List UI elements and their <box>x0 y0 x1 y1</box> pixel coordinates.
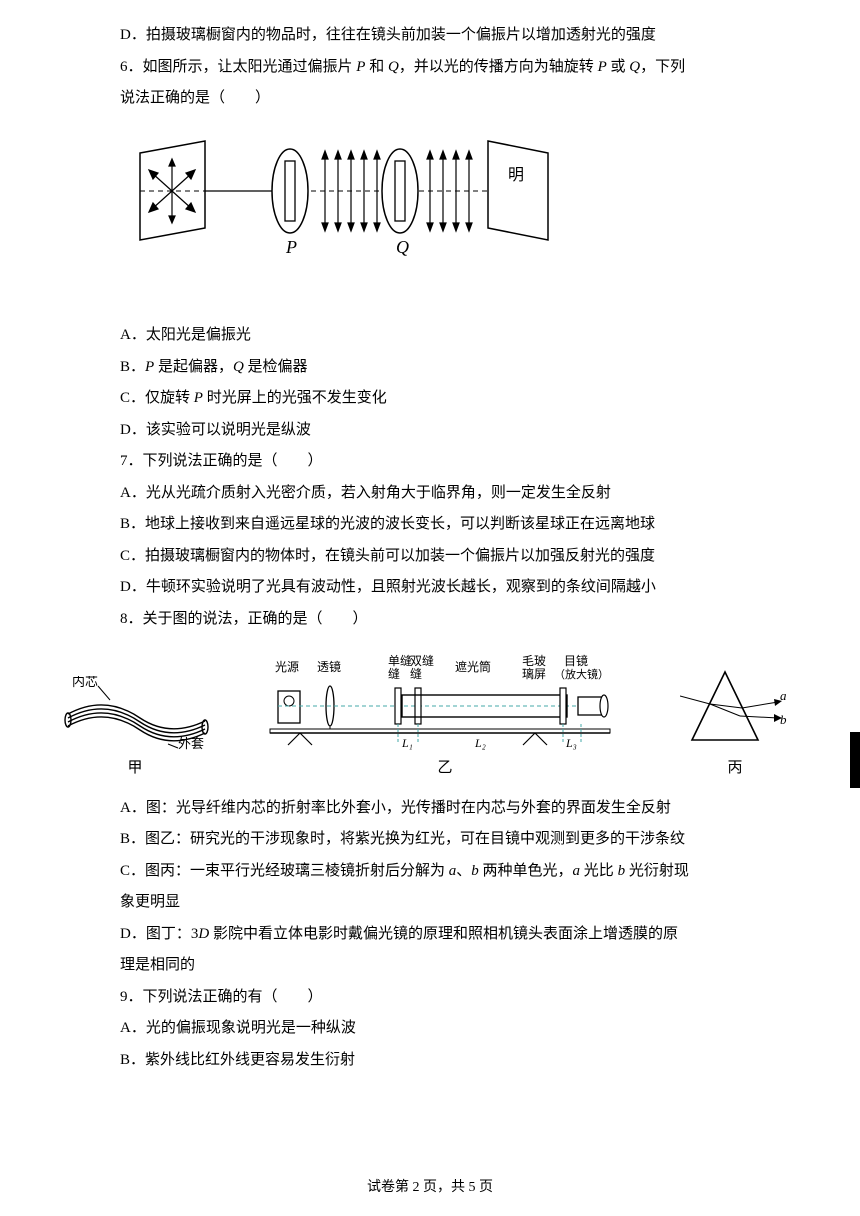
q8-opt-c2: 象更明显 <box>120 887 740 919</box>
q8-opt-b: B．图乙：研究光的干涉现象时，将紫光换为红光，可在目镜中观测到更多的干涉条纹 <box>120 824 740 856</box>
label-eyepiece2: （放大镜） <box>554 667 609 681</box>
q7-stem: 7．下列说法正确的是（ ） <box>120 446 740 478</box>
label-l1: L₁ <box>401 736 413 750</box>
q8-fig-yi: 光源 透镜 单缝 缝 双缝 缝 遮光筒 毛玻 璃屏 目镜 <box>260 651 630 785</box>
q7-opt-c: C．拍摄玻璃橱窗内的物体时，在镜头前可以加装一个偏振片以加强反射光的强度 <box>120 541 740 573</box>
q7-opt-d: D．牛顿环实验说明了光具有波动性，且照射光波长越长，观察到的条纹间隔越小 <box>120 572 740 604</box>
q8-opt-d1: D．图丁：3D 影院中看立体电影时戴偏光镜的原理和照相机镜头表面涂上增透膜的原 <box>120 919 740 951</box>
svg-text:缝: 缝 <box>388 666 400 681</box>
caption-jia: 甲 <box>127 753 142 785</box>
q8-opt-c1: C．图丙：一束平行光经玻璃三棱镜折射后分解为 a、b 两种单色光，a 光比 b … <box>120 856 740 888</box>
q6-stem-1: 6．如图所示，让太阳光通过偏振片 P 和 Q，并以光的传播方向为轴旋转 P 或 … <box>120 52 740 84</box>
label-l3: L₃ <box>565 736 577 750</box>
fiber-shell-label: 外套 <box>178 736 204 751</box>
label-bright: 明 <box>508 167 524 184</box>
q8-fig-bing: a b 丙 <box>680 666 790 785</box>
svg-text:缝: 缝 <box>410 666 422 681</box>
q9-opt-a: A．光的偏振现象说明光是一种纵波 <box>120 1013 740 1045</box>
label-double-slit: 双缝 <box>410 653 434 668</box>
q7-opt-b: B．地球上接收到来自遥远星球的光波的波长变长，可以判断该星球正在远离地球 <box>120 509 740 541</box>
q6-figure: P Q 明 <box>130 133 730 296</box>
label-shade: 遮光筒 <box>455 659 491 674</box>
label-l2: L₂ <box>474 736 486 750</box>
page-edge-mark <box>850 732 860 788</box>
label-source: 光源 <box>275 660 299 674</box>
q9-opt-b: B．紫外线比红外线更容易发生衍射 <box>120 1045 740 1077</box>
prism-svg: a b <box>680 666 790 751</box>
label-eyepiece1: 目镜 <box>564 653 588 668</box>
label-single-slit: 单缝 <box>388 653 412 668</box>
label-screen1: 毛玻 <box>522 654 546 668</box>
q6-opt-d: D．该实验可以说明光是纵波 <box>120 415 740 447</box>
polarizer-diagram-svg: P Q 明 <box>130 133 550 283</box>
caption-bing: 丙 <box>727 753 742 785</box>
fiber-core-label: 内芯 <box>72 676 98 689</box>
double-slit-svg: 光源 透镜 单缝 缝 双缝 缝 遮光筒 毛玻 璃屏 目镜 <box>260 651 630 751</box>
q8-opt-a: A．图：光导纤维内芯的折射率比外套小，光传播时在内芯与外套的界面发生全反射 <box>120 793 740 825</box>
q8-stem: 8．关于图的说法，正确的是（ ） <box>120 604 740 636</box>
label-lens: 透镜 <box>317 659 341 674</box>
label-q: Q <box>396 237 409 257</box>
label-p: P <box>285 237 297 257</box>
q6-opt-b: B．P 是起偏器，Q 是检偏器 <box>120 352 740 384</box>
q6-stem-2: 说法正确的是（ ） <box>120 83 740 115</box>
q8-fig-jia: 内芯 外套 甲 <box>60 676 210 785</box>
q6-opt-c: C．仅旋转 P 时光屏上的光强不发生变化 <box>120 383 740 415</box>
q6-opt-a: A．太阳光是偏振光 <box>120 320 740 352</box>
q7-opt-a: A．光从光疏介质射入光密介质，若入射角大于临界角，则一定发生全反射 <box>120 478 740 510</box>
fiber-svg: 内芯 外套 <box>60 676 210 751</box>
q5-opt-d: D．拍摄玻璃橱窗内的物品时，往往在镜头前加装一个偏振片以增加透射光的强度 <box>120 20 740 52</box>
q8-figure-row: 内芯 外套 甲 光源 透镜 单缝 缝 <box>60 651 790 785</box>
q9-stem: 9．下列说法正确的有（ ） <box>120 982 740 1014</box>
q8-opt-d2: 理是相同的 <box>120 950 740 982</box>
prism-label-a: a <box>780 688 787 703</box>
caption-yi: 乙 <box>437 753 452 785</box>
page-footer: 试卷第 2 页，共 5 页 <box>0 1173 860 1202</box>
svg-text:璃屏: 璃屏 <box>522 667 546 681</box>
prism-label-b: b <box>780 712 787 727</box>
